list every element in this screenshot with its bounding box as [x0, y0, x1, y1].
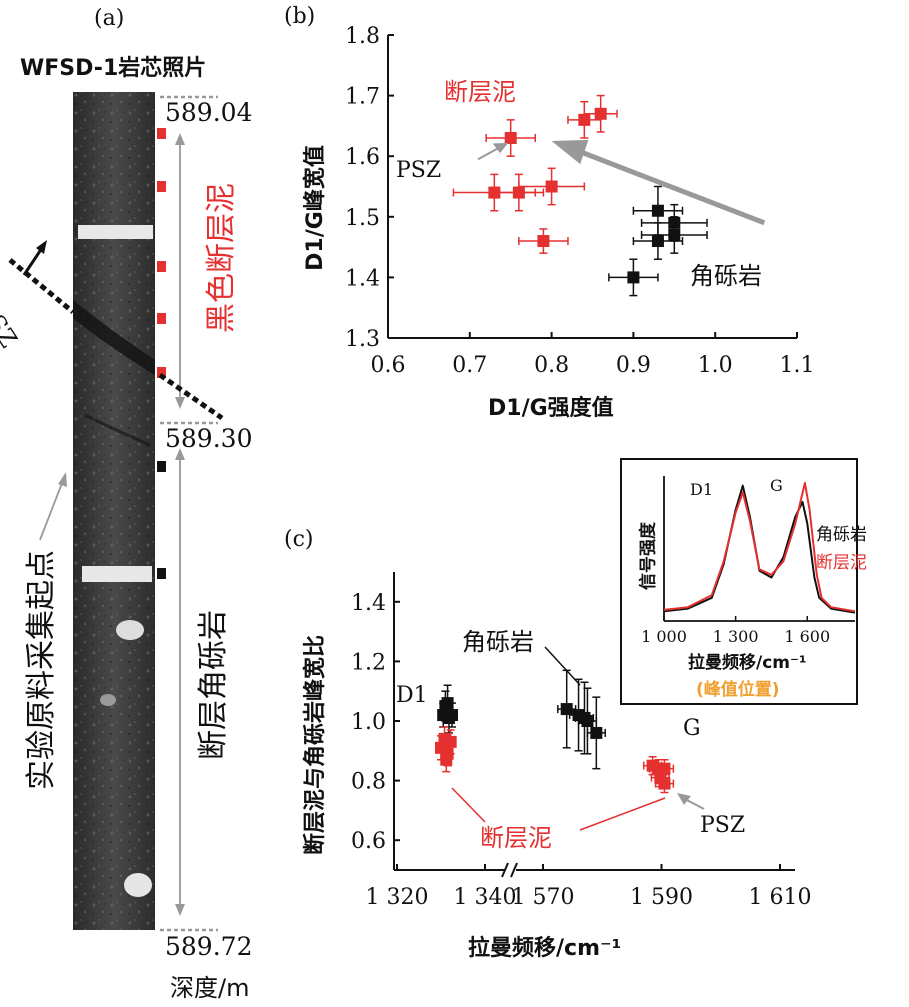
- gouge-point: [518, 167, 586, 206]
- gouge-sample-markers: [157, 128, 166, 378]
- y-tick-label: 1.4: [351, 591, 386, 616]
- inset-xlabel: 拉曼频移/cm⁻¹: [688, 653, 807, 673]
- y-tick-label: 0.8: [351, 770, 386, 795]
- breccia-connector: [544, 646, 581, 686]
- gouge-point: [567, 100, 602, 139]
- depth-unit-label: 深度/m: [170, 974, 250, 1002]
- inset-sublabel: (峰值位置): [696, 680, 780, 700]
- x-tick-label: 1.1: [780, 353, 815, 378]
- core-photo: [73, 92, 155, 930]
- panel-a-title: WFSD-1岩芯照片: [20, 56, 207, 81]
- inset-x-tick-label: 1 000: [641, 627, 687, 646]
- trend-arrow-head: [551, 139, 589, 165]
- gouge-point: [493, 173, 545, 212]
- breccia-point: [577, 687, 598, 755]
- chart-c-psz-label: PSZ: [700, 813, 746, 838]
- x-tick-label: 0.8: [534, 353, 569, 378]
- inset-x-tick-label: 1 300: [713, 627, 759, 646]
- chart-b-gouge-label: 断层泥: [444, 78, 516, 106]
- y-tick-label: 1.5: [345, 206, 380, 231]
- inset-gouge-line: [663, 482, 856, 613]
- inset-legend-breccia: 角砾岩: [816, 525, 867, 545]
- chart-b: 0.6 0.7 0.8 0.9 1.0 1.1 1.3 1.4 1.5 1.6 1.7 1.8: [345, 24, 815, 378]
- x-tick-label: 1 320: [366, 885, 429, 910]
- depth-label-bottom: 589.72: [165, 932, 253, 961]
- depth-label-mid: 589.30: [165, 424, 253, 453]
- chart-c-breccia-label: 角砾岩: [462, 628, 534, 656]
- breccia-point: [632, 222, 684, 260]
- y-tick-label: 0.6: [351, 829, 386, 854]
- y-tick-label: 1.3: [345, 327, 380, 352]
- trend-arrow-shaft: [575, 147, 766, 226]
- gouge-point: [444, 729, 457, 755]
- start-point-arrow: [39, 472, 67, 541]
- x-tick-label: 1 590: [630, 885, 693, 910]
- chart-c-d1-label: D1: [396, 683, 428, 708]
- chart-c-ylabel: 断层泥与角砾岩峰宽比: [303, 634, 328, 856]
- y-tick-label: 1.7: [345, 85, 380, 110]
- breccia-point: [586, 696, 606, 770]
- depth-label-top: 589.04: [165, 98, 253, 127]
- axis-break-2: [510, 862, 518, 878]
- inset-d1-label: D1: [690, 480, 714, 499]
- chart-c-xlabel: 拉曼频移/cm⁻¹: [468, 936, 622, 961]
- chart-b-xlabel: D1/G强度值: [488, 396, 614, 421]
- y-tick-label: 1.8: [345, 24, 380, 49]
- chart-c-gouge-label: 断层泥: [480, 824, 552, 852]
- breccia-zone-label: 断层角砾岩: [196, 610, 231, 760]
- panel-a-label: (a): [94, 6, 125, 31]
- inset-g-label: G: [770, 476, 783, 495]
- psz-fault-line: [8, 240, 224, 421]
- psz-arrow-head: [492, 142, 509, 154]
- x-tick-label: 0.7: [452, 353, 487, 378]
- panel-c-label: (c): [284, 527, 314, 552]
- chart-b-breccia-label: 角砾岩: [690, 262, 762, 290]
- y-tick-label: 1.0: [351, 710, 386, 735]
- breccia-point: [608, 258, 659, 297]
- start-point-label: 实验原料采集起点: [24, 550, 59, 790]
- inset-x-tick-label: 1 600: [784, 627, 830, 646]
- x-tick-label: 1 340: [454, 885, 517, 910]
- x-tick-label: 0.9: [616, 353, 651, 378]
- panel-b-label: (b): [284, 4, 316, 29]
- x-tick-label: 0.6: [371, 353, 406, 378]
- axis-break-1: [501, 862, 509, 878]
- gouge-zone-label: 黑色断层泥: [204, 183, 239, 333]
- psz-arrow-head: [677, 793, 691, 805]
- gouge-point: [654, 773, 675, 794]
- chart-c-g-label: G: [683, 716, 701, 741]
- chart-inset: 1 000 1 300 1 600: [620, 458, 858, 705]
- breccia-point: [640, 216, 708, 254]
- y-tick-label: 1.2: [351, 650, 386, 675]
- gouge-point: [518, 228, 569, 254]
- inset-ylabel: 信号强度: [638, 522, 659, 590]
- chart-b-psz-label: PSZ: [396, 158, 442, 183]
- gouge-point: [583, 94, 618, 133]
- x-tick-label: 1 610: [749, 885, 812, 910]
- gouge-connector-right: [579, 797, 666, 831]
- inset-legend-gouge: 断层泥: [816, 553, 867, 573]
- x-tick-label: 1.0: [698, 353, 733, 378]
- chart-b-ylabel: D1/G峰宽值: [303, 145, 328, 271]
- gouge-connector-left: [451, 787, 486, 823]
- x-tick-label: 1 570: [512, 885, 575, 910]
- gouge-range-arrow: [175, 133, 185, 409]
- breccia-sample-markers: [157, 461, 166, 579]
- gouge-point: [485, 119, 536, 157]
- gouge-point: [440, 747, 453, 773]
- y-tick-label: 1.4: [345, 266, 380, 291]
- breccia-range-arrow: [175, 448, 185, 916]
- y-tick-label: 1.6: [345, 145, 380, 170]
